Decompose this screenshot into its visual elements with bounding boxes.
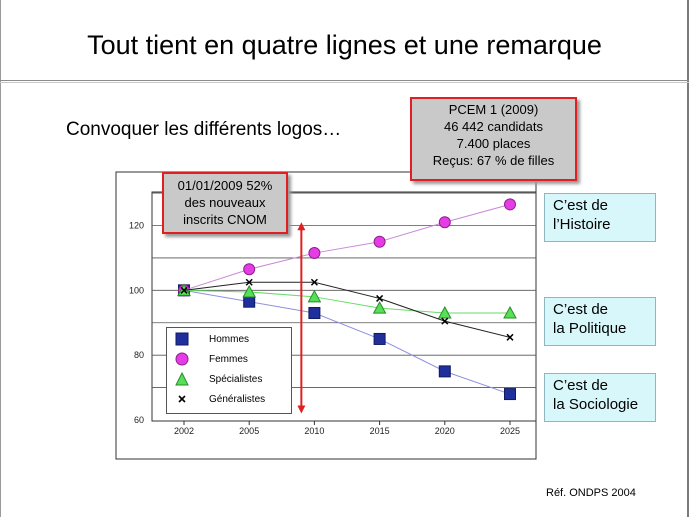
- data-point-hommes: [243, 295, 256, 308]
- y-tick-label: 120: [129, 221, 144, 231]
- data-point-specialistes: [307, 289, 322, 303]
- legend-label: Hommes: [209, 333, 250, 345]
- x-tick-label: 2015: [370, 426, 390, 436]
- data-point-hommes: [504, 388, 516, 401]
- data-point-specialistes: [372, 301, 387, 314]
- callout-line: inscrits CNOM: [183, 212, 267, 227]
- data-point-femmes: [438, 216, 451, 229]
- callout-line: 01/01/2009 52%: [177, 178, 273, 193]
- x-marker-icon: [171, 391, 193, 407]
- box-line: C’est de: [553, 301, 609, 318]
- data-point-generalistes: [506, 333, 514, 341]
- data-point-femmes: [504, 198, 516, 211]
- box-line: la Politique: [553, 320, 627, 337]
- data-point-femmes: [308, 247, 321, 260]
- y-tick-label: 80: [134, 350, 144, 360]
- circle-marker-icon: [171, 351, 193, 367]
- callout-line: 7.400 places: [456, 136, 531, 151]
- slide-title: Tout tient en quatre lignes et une remar…: [87, 30, 602, 60]
- series-line-femmes: [183, 203, 511, 291]
- x-tick-label: 2025: [500, 426, 520, 436]
- chart-legend: Hommes Femmes Spécialistes Généralistes: [166, 327, 292, 414]
- data-point-hommes: [438, 365, 451, 378]
- box-line: la Sociologie: [553, 396, 639, 413]
- slide-subtitle: Convoquer les différents logos…: [66, 119, 342, 140]
- arrow-2009-head-bottom: [297, 405, 306, 414]
- triangle-marker-icon: [171, 371, 193, 387]
- data-point-specialistes: [503, 305, 517, 319]
- series-line-generalistes: [183, 281, 511, 338]
- reference-note: Réf. ONDPS 2004: [546, 487, 636, 499]
- x-tick-label: 2005: [239, 426, 259, 436]
- series-line-specialistes: [183, 289, 510, 314]
- y-tick-label: 60: [134, 415, 144, 425]
- arrow-2009-head-top: [297, 222, 306, 231]
- data-point-generalistes: [441, 317, 449, 325]
- legend-item-specialistes: Spécialistes: [171, 370, 262, 388]
- data-point-generalistes: [245, 278, 253, 286]
- politics-box: C’est de la Politique: [544, 297, 656, 346]
- data-point-generalistes: [310, 278, 318, 286]
- x-tick-label: 2002: [174, 426, 194, 436]
- data-point-generalistes: [180, 286, 188, 294]
- legend-item-hommes: Hommes: [171, 330, 249, 348]
- square-marker-icon: [171, 331, 193, 347]
- title-divider: [0, 80, 689, 81]
- sociology-box: C’est de la Sociologie: [544, 373, 656, 422]
- data-point-specialistes: [242, 284, 257, 298]
- data-point-hommes: [373, 332, 386, 345]
- data-point-femmes: [373, 235, 386, 248]
- data-point-generalistes: [376, 294, 384, 302]
- box-line: l’Histoire: [553, 216, 611, 233]
- pcem-callout: PCEM 1 (2009) 46 442 candidats 7.400 pla…: [410, 97, 577, 181]
- slide-left-edge: [0, 0, 1, 517]
- title-divider-shadow: [0, 82, 689, 83]
- box-line: C’est de: [553, 377, 609, 394]
- x-tick-label: 2020: [435, 426, 455, 436]
- callout-line: Reçus: 67 % de filles: [432, 153, 555, 168]
- legend-label: Généralistes: [209, 393, 266, 405]
- cnom-callout: 01/01/2009 52% des nouveaux inscrits CNO…: [162, 172, 288, 234]
- callout-line: des nouveaux: [184, 195, 266, 210]
- box-line: C’est de: [553, 197, 609, 214]
- legend-item-femmes: Femmes: [171, 350, 248, 368]
- legend-label: Femmes: [209, 353, 248, 365]
- data-point-specialistes: [437, 305, 452, 319]
- data-point-hommes: [308, 307, 321, 320]
- history-box: C’est de l’Histoire: [544, 193, 656, 242]
- legend-item-generalistes: Généralistes: [171, 390, 265, 408]
- callout-line: PCEM 1 (2009): [448, 102, 539, 117]
- callout-line: 46 442 candidats: [443, 119, 544, 134]
- data-point-femmes: [243, 263, 256, 276]
- series-line-hommes: [183, 289, 511, 395]
- legend-label: Spécialistes: [209, 373, 263, 385]
- y-tick-label: 100: [129, 285, 144, 295]
- slide-right-edge: [687, 0, 689, 517]
- x-tick-label: 2010: [304, 426, 324, 436]
- plot-area: [151, 191, 537, 422]
